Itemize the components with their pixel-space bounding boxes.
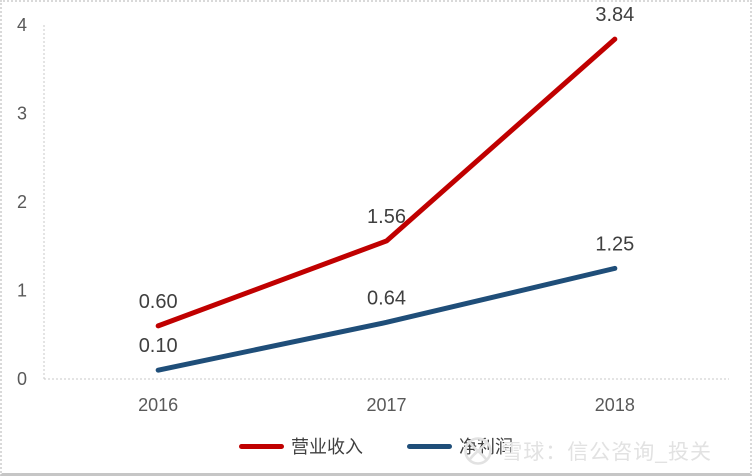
- svg-text:2016: 2016: [138, 395, 178, 415]
- legend-swatch-net-profit: [407, 443, 452, 449]
- legend-swatch-revenue: [239, 443, 284, 449]
- svg-text:2017: 2017: [366, 395, 406, 415]
- legend-item-revenue: 营业收入: [239, 433, 363, 459]
- svg-text:2018: 2018: [595, 395, 635, 415]
- legend-item-net-profit: 净利润: [407, 433, 513, 459]
- chart-legend: 营业收入 净利润: [2, 433, 750, 459]
- svg-text:2: 2: [17, 192, 27, 212]
- legend-label-net-profit: 净利润: [459, 437, 513, 457]
- legend-label-revenue: 营业收入: [291, 437, 363, 457]
- svg-text:3.84: 3.84: [595, 4, 634, 26]
- svg-text:0.64: 0.64: [367, 287, 406, 309]
- svg-text:0.10: 0.10: [139, 335, 178, 357]
- svg-text:1: 1: [17, 281, 27, 301]
- svg-text:1.25: 1.25: [595, 233, 634, 255]
- svg-text:0.60: 0.60: [139, 291, 178, 313]
- svg-text:1.56: 1.56: [367, 206, 406, 228]
- line-chart: 0 1 2 3 4 2016 2017 2018 0.60 1.56 3.84 0.10 0.64 1.2…: [17, 4, 729, 415]
- svg-text:3: 3: [17, 104, 27, 124]
- svg-text:4: 4: [17, 15, 27, 35]
- svg-text:0: 0: [17, 369, 27, 389]
